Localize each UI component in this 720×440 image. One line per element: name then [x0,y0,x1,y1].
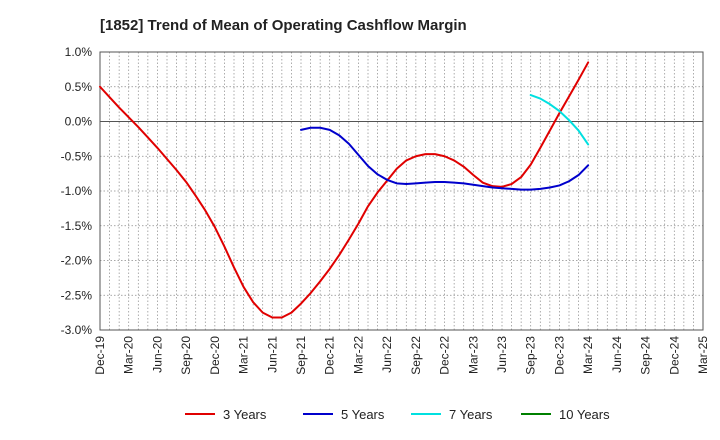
x-tick-label: Dec-19 [93,336,107,375]
series-lines [99,61,590,319]
legend-item-7-years: 7 Years [411,407,493,422]
x-tick-labels: Dec-19 Mar-20 Jun-20 Sep-20 Dec-20 Mar-21 Jun-… [93,336,710,375]
chart-title: [1852] Trend of Mean of Operating Cashfl… [100,17,467,34]
series-line-7-years [529,94,590,146]
y-tick-label: -2.0% [61,254,93,268]
x-tick-label: Jun-20 [150,336,164,373]
y-tick-label: -1.0% [61,184,93,198]
y-tick-label: 0.0% [65,115,93,129]
x-tick-label: Jun-21 [265,336,279,373]
x-tick-label: Mar-20 [122,336,136,374]
axes [99,51,704,331]
legend-item-10-years: 10 Years [521,407,610,422]
legend-label: 10 Years [559,407,610,422]
x-tick-label: Dec-22 [438,336,452,375]
y-tick-label: 1.0% [65,45,93,59]
y-tick-label: -2.5% [61,288,93,302]
y-tick-label: -3.0% [61,323,93,337]
y-tick-label: -0.5% [61,149,93,163]
x-tick-label: Dec-20 [208,336,222,375]
x-tick-label: Dec-21 [323,336,337,375]
legend: 3 Years 5 Years 7 Years 10 Years [185,407,610,422]
legend-label: 5 Years [341,407,385,422]
x-tick-label: Mar-22 [351,336,365,374]
x-tick-label: Sep-22 [409,336,423,375]
legend-label: 7 Years [449,407,493,422]
x-tick-label: Sep-24 [639,336,653,375]
x-tick-label: Mar-25 [696,336,710,374]
x-tick-label: Mar-24 [581,336,595,374]
y-tick-label: -1.5% [61,219,93,233]
plot-border [99,51,704,331]
x-tick-label: Sep-23 [524,336,538,375]
x-tick-label: Mar-23 [466,336,480,374]
x-tick-label: Jun-24 [610,336,624,373]
legend-item-5-years: 5 Years [303,407,385,422]
y-tick-label: 0.5% [65,80,93,94]
series-line-3-years [99,61,590,319]
x-tick-label: Jun-23 [495,336,509,373]
x-tick-label: Sep-20 [179,336,193,375]
x-tick-label: Jun-22 [380,336,394,373]
series-line-5-years [300,126,590,191]
x-tick-label: Sep-21 [294,336,308,375]
legend-item-3-years: 3 Years [185,407,267,422]
x-tick-label: Dec-23 [552,336,566,375]
grid [100,51,703,331]
x-tick-label: Mar-21 [237,336,251,374]
y-tick-labels: 1.0% 0.5% 0.0% -0.5% -1.0% -1.5% -2.0% -2.5% -3.… [61,45,93,337]
x-tick-label: Dec-24 [667,336,681,375]
legend-label: 3 Years [223,407,267,422]
